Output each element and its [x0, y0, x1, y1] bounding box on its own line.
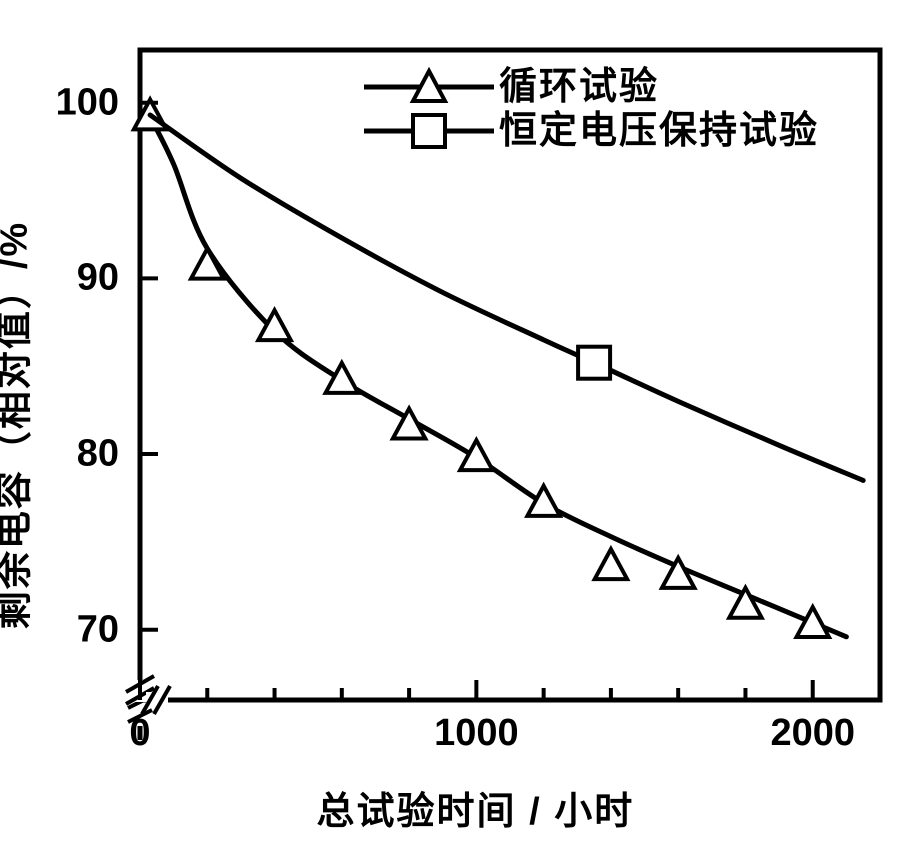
chart-container: 剩余电容（相对值）/% 总试验时间 / 小时 循环试验 恒定电压保持试验 708…	[0, 0, 919, 850]
y-tick-label: 100	[56, 81, 119, 124]
x-tick-label: 1000	[434, 712, 519, 755]
x-tick-label: 0	[129, 712, 150, 755]
legend: 循环试验 恒定电压保持试验	[359, 65, 819, 153]
x-tick-label: 2000	[770, 712, 855, 755]
legend-marker-cv	[359, 109, 499, 153]
legend-item-cycle: 循环试验	[359, 65, 819, 109]
legend-label-cycle: 循环试验	[499, 65, 659, 109]
legend-item-cv: 恒定电压保持试验	[359, 109, 819, 153]
y-tick-label: 80	[77, 433, 119, 476]
legend-label-cv: 恒定电压保持试验	[499, 109, 819, 153]
y-tick-label: 90	[77, 257, 119, 300]
legend-marker-cycle	[359, 65, 499, 109]
y-tick-label: 70	[77, 608, 119, 651]
